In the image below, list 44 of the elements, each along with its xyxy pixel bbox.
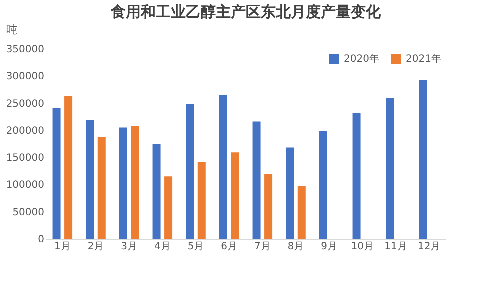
bar <box>186 104 194 239</box>
legend-label: 2020年 <box>344 53 380 65</box>
x-tick-label: 2月 <box>88 242 104 252</box>
bar <box>86 120 94 239</box>
bar <box>319 130 328 239</box>
x-tick-label: 7月 <box>254 242 271 252</box>
bar <box>264 174 273 239</box>
y-tick-label: 350000 <box>6 44 44 56</box>
y-tick-label: 200000 <box>6 126 44 137</box>
y-tick-label: 250000 <box>6 98 44 110</box>
x-tick-label: 5月 <box>188 242 204 252</box>
x-tick-label: 8月 <box>288 242 304 252</box>
legend-label: 2021年 <box>406 53 442 65</box>
bar <box>419 80 428 239</box>
bar <box>286 148 294 239</box>
x-tick-label: 4月 <box>154 242 171 252</box>
y-tick-label: 100000 <box>6 180 44 192</box>
bar <box>231 152 240 239</box>
bar <box>219 95 228 239</box>
bar <box>131 126 140 239</box>
x-tick-label: 11月 <box>384 242 408 252</box>
bar <box>298 186 306 239</box>
x-tick-label: 9月 <box>321 242 338 252</box>
y-tick-label: 50000 <box>12 207 44 218</box>
bar <box>52 108 61 239</box>
bar <box>252 122 261 239</box>
bar <box>352 113 361 239</box>
bar <box>98 136 106 239</box>
x-tick-label: 6月 <box>221 242 238 252</box>
y-axis-title: 吨 <box>6 24 18 36</box>
bar <box>64 96 73 239</box>
bar <box>164 176 173 239</box>
y-tick-label: 0 <box>38 234 44 246</box>
bar <box>119 128 128 239</box>
bar <box>198 162 206 239</box>
x-tick-label: 10月 <box>351 242 374 252</box>
y-tick-label: 300000 <box>6 72 44 83</box>
y-tick-label: 150000 <box>6 153 44 164</box>
bar <box>152 144 161 239</box>
x-tick-label: 3月 <box>121 242 138 252</box>
x-tick-label: 12月 <box>418 242 441 252</box>
bar <box>386 98 394 239</box>
chart-title: 食用和工业乙醇主产区东北月度产量变化 <box>110 3 382 21</box>
x-tick-label: 1月 <box>54 242 71 252</box>
